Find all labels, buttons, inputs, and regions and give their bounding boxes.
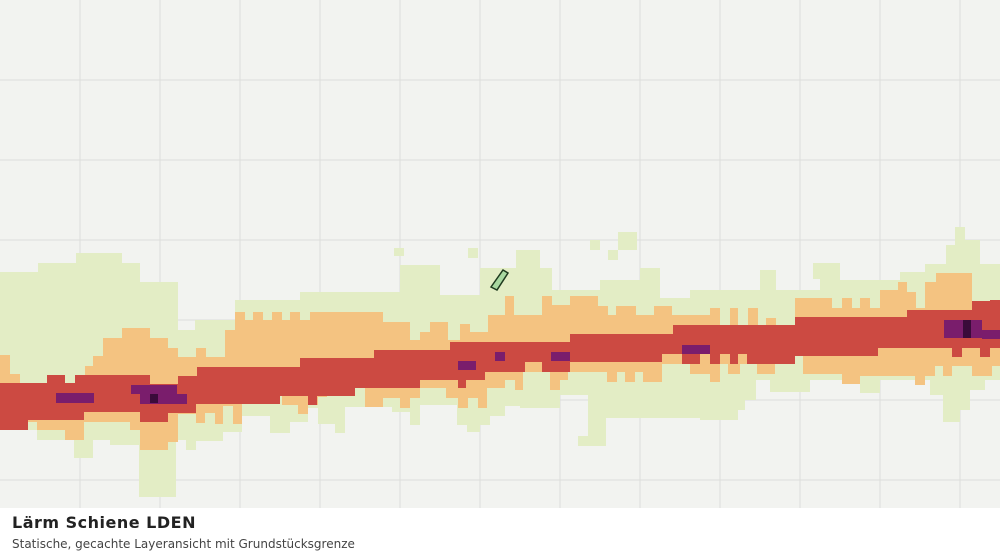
layer-title: Lärm Schiene LDEN — [12, 513, 196, 532]
map-view — [0, 0, 1000, 508]
parcel-boundary[interactable] — [489, 268, 510, 291]
noise-zone-high — [0, 300, 1000, 430]
legend-footer: Lärm Schiene LDEN Statische, gecachte La… — [0, 508, 1000, 560]
layer-subtitle: Statische, gecachte Layeransicht mit Gru… — [12, 537, 355, 551]
noise-zone-extreme — [150, 320, 971, 403]
